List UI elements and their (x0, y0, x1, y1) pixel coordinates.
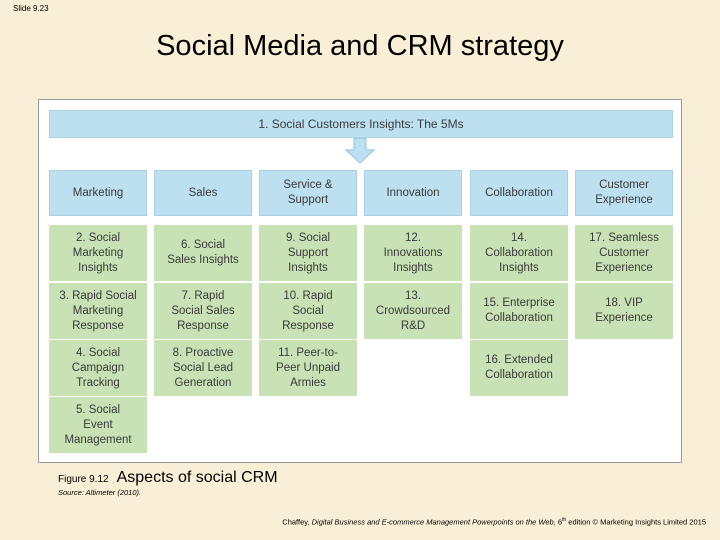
capability-cell: 5. Social Event Management (49, 397, 147, 453)
capability-cell: 4. Social Campaign Tracking (49, 340, 147, 396)
slide-title: Social Media and CRM strategy (156, 30, 564, 62)
column-header: Service & Support (259, 170, 357, 216)
footer-rest: edition © Marketing Insights Limited 201… (566, 517, 706, 527)
footer-citation: Chaffey, Digital Business and E-commerce… (282, 517, 706, 527)
figure-caption-text: Aspects of social CRM (116, 469, 278, 486)
capability-cell: 9. Social Support Insights (259, 225, 357, 281)
social-crm-diagram: 1. Social Customers Insights: The 5Ms Ma… (38, 99, 682, 463)
capability-cell: 3. Rapid Social Marketing Response (49, 283, 147, 339)
capability-cell: 15. Enterprise Collaboration (470, 283, 568, 339)
five-ms-banner: 1. Social Customers Insights: The 5Ms (49, 110, 673, 138)
capability-cell: 8. Proactive Social Lead Generation (154, 340, 252, 396)
footer-edition-suffix: th (562, 517, 567, 523)
column-header: Sales (154, 170, 252, 216)
capability-cell: 7. Rapid Social Sales Response (154, 283, 252, 339)
capability-cell: 6. Social Sales Insights (154, 225, 252, 281)
capability-cell: 11. Peer-to- Peer Unpaid Armies (259, 340, 357, 396)
figure-number: Figure 9.12 (58, 474, 109, 485)
column-header: Innovation (364, 170, 462, 216)
footer-edition-number: 6 (555, 517, 563, 527)
capability-cell: 16. Extended Collaboration (470, 340, 568, 396)
figure-caption: Figure 9.12 Aspects of social CRM (58, 469, 278, 487)
capability-cell: 17. Seamless Customer Experience (575, 225, 673, 281)
footer-book-title: Digital Business and E-commerce Manageme… (311, 517, 556, 527)
capability-cell: 13. Crowdsourced R&D (364, 283, 462, 339)
capability-cell: 12. Innovations Insights (364, 225, 462, 281)
slide-number: Slide 9.23 (13, 4, 49, 13)
footer-author: Chaffey, (282, 517, 312, 527)
capability-cell: 2. Social Marketing Insights (49, 225, 147, 281)
column-header: Marketing (49, 170, 147, 216)
figure-source: Source: Altimeter (2010). (58, 488, 142, 497)
capability-cell: 14. Collaboration Insights (470, 225, 568, 281)
capability-cell: 18. VIP Experience (575, 283, 673, 339)
column-header: Collaboration (470, 170, 568, 216)
down-arrow-icon (345, 138, 375, 164)
column-header: Customer Experience (575, 170, 673, 216)
capability-cell: 10. Rapid Social Response (259, 283, 357, 339)
